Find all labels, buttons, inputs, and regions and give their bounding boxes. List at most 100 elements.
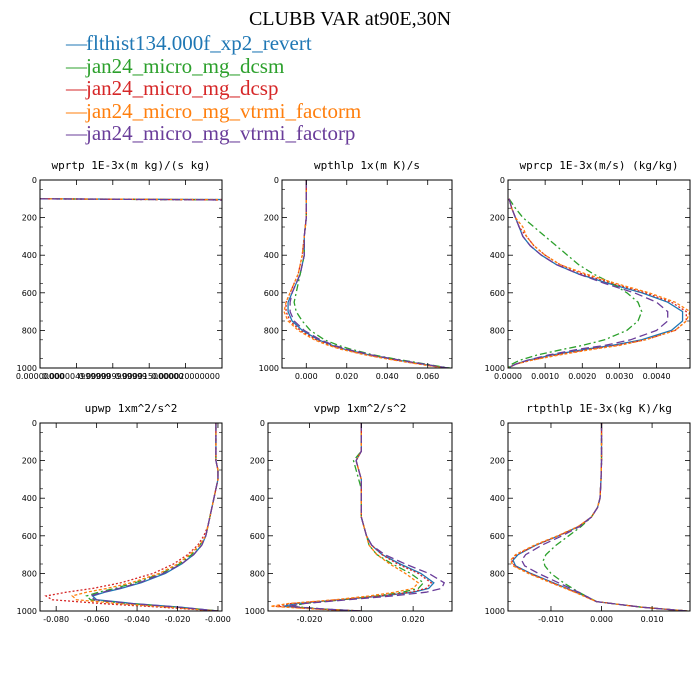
y-tick-label: 400 bbox=[250, 494, 265, 503]
y-tick-label: 200 bbox=[22, 214, 37, 223]
x-tick-label: -0.040 bbox=[124, 615, 150, 624]
y-tick-label: 1000 bbox=[245, 607, 265, 616]
series-line bbox=[40, 198, 222, 201]
series-line bbox=[40, 198, 222, 201]
series-line bbox=[508, 198, 687, 368]
series-line bbox=[40, 198, 222, 201]
x-tick-label: 0.010 bbox=[641, 615, 664, 624]
x-tick-label: 0.040 bbox=[376, 372, 399, 381]
y-tick-label: 600 bbox=[250, 532, 265, 541]
plot-frame bbox=[281, 179, 453, 369]
panel-title: wprcp 1E-3x(m/s) (kg/kg) bbox=[520, 159, 679, 172]
x-tick-label: 0.020 bbox=[335, 372, 358, 381]
legend-label: flthist134.000f_xp2_revert bbox=[86, 31, 312, 55]
series-group bbox=[44, 423, 219, 611]
y-tick-label: 0 bbox=[260, 419, 265, 428]
y-tick-label: 0 bbox=[500, 419, 505, 428]
panel-title: vpwp 1xm^2/s^2 bbox=[314, 402, 407, 415]
y-tick-label: 800 bbox=[490, 569, 505, 578]
chart-panel: upwp 1xm^2/s^2 0 200 400 600 800 1000 -0.080 -0.… bbox=[17, 402, 231, 624]
series-group bbox=[270, 423, 446, 611]
plot-frame bbox=[39, 179, 223, 369]
y-tick-label: 1000 bbox=[259, 364, 279, 373]
y-tick-label: 800 bbox=[250, 569, 265, 578]
series-line bbox=[291, 423, 425, 611]
y-tick-label: 200 bbox=[490, 214, 505, 223]
legend-label: jan24_micro_mg_vtrmi_factorm bbox=[86, 98, 362, 123]
y-tick-label: 1000 bbox=[485, 364, 505, 373]
series-line bbox=[71, 423, 219, 611]
legend-label: jan24_micro_mg_dcsp bbox=[86, 76, 279, 100]
panel-title: rtpthlp 1E-3x(kg K)/kg bbox=[526, 402, 672, 415]
y-tick-label: 0 bbox=[32, 176, 37, 185]
chart-panel: vpwp 1xm^2/s^2 0 200 400 600 800 1000 -0.020 0.0… bbox=[245, 402, 453, 624]
y-tick-label: 800 bbox=[22, 569, 37, 578]
series-line bbox=[283, 180, 444, 368]
series-line bbox=[40, 198, 222, 201]
chart-panel: wprtp 1E-3x(m kg)/(s kg) 0 200 400 600 800 100… bbox=[16, 159, 223, 381]
x-tick-label: 0.020 bbox=[402, 615, 425, 624]
series-line bbox=[509, 423, 688, 611]
y-tick-label: 600 bbox=[490, 532, 505, 541]
series-line bbox=[512, 423, 688, 611]
x-tick-label: -0.020 bbox=[165, 615, 191, 624]
y-tick-label: 800 bbox=[490, 326, 505, 335]
panel-title: wpthlp 1x(m K)/s bbox=[314, 159, 420, 172]
chart-panel: rtpthlp 1E-3x(kg K)/kg 0 200 400 600 800 1000 -… bbox=[485, 402, 691, 624]
x-tick-label: -0.080 bbox=[43, 615, 69, 624]
series-line bbox=[542, 423, 688, 611]
y-tick-label: 200 bbox=[264, 214, 279, 223]
x-tick-label: 0.000 bbox=[295, 372, 318, 381]
series-line bbox=[270, 423, 420, 611]
series-line bbox=[89, 423, 219, 611]
x-tick-label: -0.010 bbox=[538, 615, 564, 624]
x-tick-label: -0.000 bbox=[205, 615, 231, 624]
x-tick-label: -0.060 bbox=[84, 615, 110, 624]
x-tick-label: 0.000015000000 bbox=[115, 372, 184, 381]
x-tick-label: 0.000020000000 bbox=[151, 372, 220, 381]
series-line bbox=[520, 423, 688, 611]
y-tick-label: 200 bbox=[22, 457, 37, 466]
series-line bbox=[40, 198, 222, 201]
y-tick-label: 400 bbox=[264, 251, 279, 260]
y-tick-label: 800 bbox=[22, 326, 37, 335]
x-tick-label: 0.000 bbox=[590, 615, 613, 624]
x-tick-label: -0.020 bbox=[297, 615, 323, 624]
y-tick-label: 600 bbox=[490, 289, 505, 298]
y-tick-label: 0 bbox=[32, 419, 37, 428]
x-tick-label: 0.0040 bbox=[643, 372, 671, 381]
series-group bbox=[283, 180, 451, 368]
y-tick-label: 0 bbox=[500, 176, 505, 185]
y-tick-label: 400 bbox=[490, 494, 505, 503]
x-tick-label: 0.000004999999 bbox=[42, 372, 111, 381]
series-line bbox=[287, 180, 449, 368]
legend-label: jan24_micro_mg_vtrmi_factorp bbox=[86, 121, 356, 145]
series-line bbox=[285, 180, 447, 368]
figure-title: CLUBB VAR at90E,30N bbox=[248, 8, 452, 30]
series-line bbox=[289, 180, 449, 368]
y-tick-label: 1000 bbox=[17, 364, 37, 373]
series-line bbox=[44, 423, 219, 611]
y-tick-label: 400 bbox=[22, 251, 37, 260]
legend-label: jan24_micro_mg_dcsm bbox=[86, 53, 285, 78]
series-line bbox=[508, 198, 690, 368]
legend: —flthist134.000f_xp2_revert —jan24_micro… bbox=[66, 32, 361, 145]
x-tick-label: 0.060 bbox=[416, 372, 439, 381]
x-tick-label: 0.00000000 bbox=[16, 372, 64, 381]
x-tick-label: 0.0020 bbox=[568, 372, 596, 381]
plot-frame bbox=[507, 179, 691, 369]
chart-panel: wpthlp 1x(m K)/s 0 200 400 600 800 1000 0.000 0.… bbox=[259, 159, 453, 381]
series-line bbox=[283, 423, 435, 611]
x-tick-label: 0.0010 bbox=[531, 372, 559, 381]
y-tick-label: 1000 bbox=[17, 607, 37, 616]
legend-item: —jan24_micro_mg_dcsm bbox=[66, 53, 361, 78]
y-tick-label: 600 bbox=[264, 289, 279, 298]
x-tick-label: 0.000009999999 bbox=[78, 372, 147, 381]
series-line bbox=[510, 423, 688, 611]
y-tick-label: 600 bbox=[22, 289, 37, 298]
chart-panel: wprcp 1E-3x(m/s) (kg/kg) 0 200 400 600 800 100… bbox=[485, 159, 691, 381]
series-group bbox=[508, 198, 690, 368]
legend-item: —flthist134.000f_xp2_revert bbox=[66, 32, 361, 55]
series-line bbox=[508, 198, 669, 368]
